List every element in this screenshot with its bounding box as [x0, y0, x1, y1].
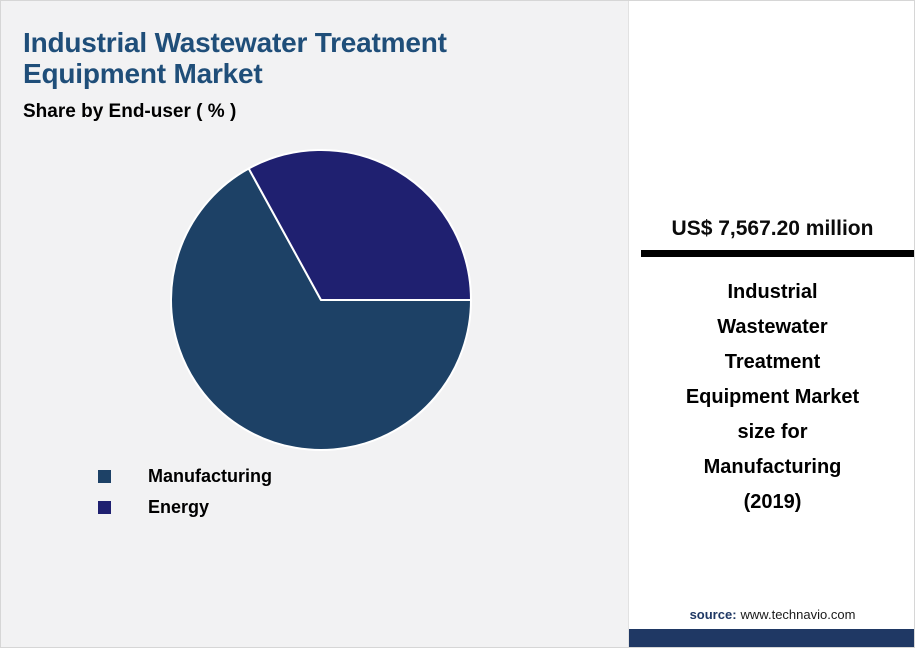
legend: Manufacturing Energy: [98, 461, 272, 523]
legend-item-manufacturing: Manufacturing: [98, 461, 272, 492]
legend-label-manufacturing: Manufacturing: [148, 466, 272, 486]
pie-slice-energy: [247, 149, 472, 301]
divider-rule: [641, 250, 914, 257]
page-title-line1: Industrial Wastewater Treatment: [23, 27, 447, 58]
page-title-line2: Equipment Market: [23, 58, 263, 89]
market-size-value: US$ 7,567.20 million: [671, 217, 874, 240]
source-label: source:: [689, 607, 737, 622]
legend-label-energy: Energy: [148, 497, 210, 517]
legend-marker-energy: [98, 501, 111, 514]
footer-bar: [629, 629, 914, 647]
stats-panel: US$ 7,567.20 million Industrial Wastewat…: [628, 1, 914, 647]
chart-subtitle: Share by End-user ( % ): [23, 101, 237, 122]
pie-chart-svg: [170, 149, 472, 451]
legend-item-energy: Energy: [98, 492, 272, 523]
pie-chart: [167, 146, 475, 454]
source-url: www.technavio.com: [740, 607, 856, 622]
pie-slice-manufacturing: [170, 167, 472, 451]
legend-marker-manufacturing: [98, 470, 111, 483]
page-title: Industrial Wastewater Treatment Equipmen…: [23, 27, 447, 89]
source-note: source: www.technavio.com: [629, 607, 914, 622]
market-size-caption: Industrial Wastewater Treatment Equipmen…: [685, 281, 860, 513]
